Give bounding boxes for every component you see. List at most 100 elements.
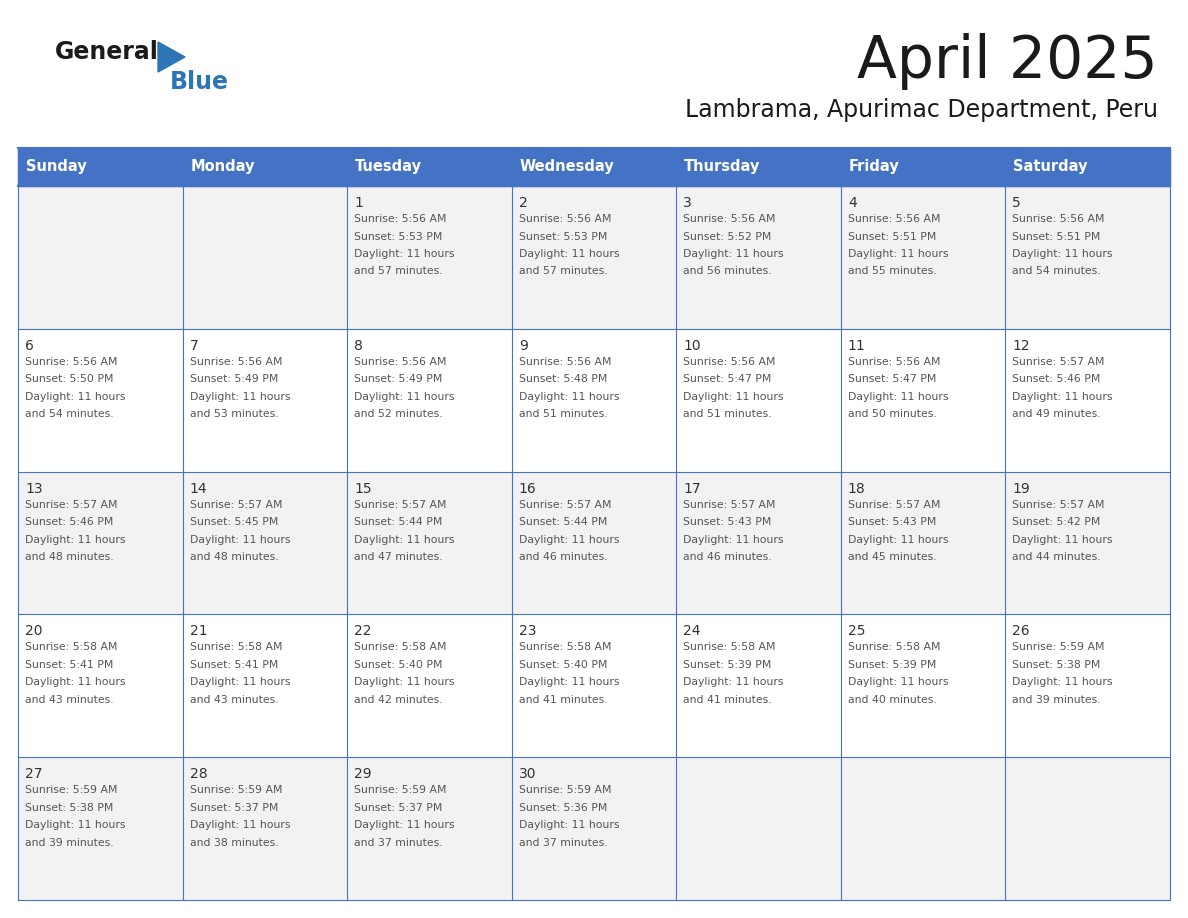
Text: Sunrise: 5:56 AM: Sunrise: 5:56 AM [848,357,941,367]
Text: Sunset: 5:52 PM: Sunset: 5:52 PM [683,231,772,241]
Bar [1005,186,1170,329]
Text: Sunrise: 5:57 AM: Sunrise: 5:57 AM [354,499,447,509]
Text: and 44 minutes.: and 44 minutes. [1012,552,1101,562]
Text: 22: 22 [354,624,372,638]
Text: Sunset: 5:49 PM: Sunset: 5:49 PM [354,375,442,385]
Text: Sunset: 5:38 PM: Sunset: 5:38 PM [1012,660,1101,670]
Text: Sunset: 5:51 PM: Sunset: 5:51 PM [848,231,936,241]
Text: 29: 29 [354,767,372,781]
Text: Daylight: 11 hours: Daylight: 11 hours [190,534,290,544]
Text: Sunset: 5:42 PM: Sunset: 5:42 PM [1012,517,1101,527]
Text: Daylight: 11 hours: Daylight: 11 hours [25,677,126,688]
Text: Daylight: 11 hours: Daylight: 11 hours [848,249,948,259]
Text: Blue: Blue [170,70,229,94]
Text: Sunset: 5:38 PM: Sunset: 5:38 PM [25,802,113,812]
Text: and 46 minutes.: and 46 minutes. [683,552,772,562]
Text: 16: 16 [519,482,537,496]
Bar [183,757,347,900]
Text: 8: 8 [354,339,364,353]
Text: Sunset: 5:40 PM: Sunset: 5:40 PM [519,660,607,670]
Text: Sunset: 5:53 PM: Sunset: 5:53 PM [354,231,442,241]
Text: Daylight: 11 hours: Daylight: 11 hours [354,249,455,259]
Bar [347,186,512,329]
Text: Daylight: 11 hours: Daylight: 11 hours [354,392,455,402]
Text: 11: 11 [848,339,866,353]
Bar [512,472,676,614]
Text: and 50 minutes.: and 50 minutes. [848,409,936,420]
Text: and 57 minutes.: and 57 minutes. [519,266,607,276]
Text: Sunrise: 5:59 AM: Sunrise: 5:59 AM [354,785,447,795]
Text: Sunset: 5:46 PM: Sunset: 5:46 PM [25,517,113,527]
Bar [676,329,841,472]
Bar [18,614,183,757]
Text: Sunrise: 5:56 AM: Sunrise: 5:56 AM [519,357,611,367]
Text: Sunset: 5:48 PM: Sunset: 5:48 PM [519,375,607,385]
Text: Sunset: 5:47 PM: Sunset: 5:47 PM [683,375,772,385]
Bar [841,186,1005,329]
Text: Sunrise: 5:56 AM: Sunrise: 5:56 AM [25,357,118,367]
Text: Sunrise: 5:58 AM: Sunrise: 5:58 AM [25,643,118,653]
Bar [676,148,841,186]
Polygon shape [158,42,185,72]
Text: Sunset: 5:45 PM: Sunset: 5:45 PM [190,517,278,527]
Text: and 42 minutes.: and 42 minutes. [354,695,443,705]
Text: Sunset: 5:36 PM: Sunset: 5:36 PM [519,802,607,812]
Text: Sunrise: 5:57 AM: Sunrise: 5:57 AM [190,499,282,509]
Text: April 2025: April 2025 [858,33,1158,91]
Text: 28: 28 [190,767,207,781]
Text: and 51 minutes.: and 51 minutes. [683,409,772,420]
Bar [512,614,676,757]
Text: Saturday: Saturday [1013,160,1088,174]
Text: Sunset: 5:44 PM: Sunset: 5:44 PM [519,517,607,527]
Text: Tuesday: Tuesday [355,160,422,174]
Text: and 49 minutes.: and 49 minutes. [1012,409,1101,420]
Text: Daylight: 11 hours: Daylight: 11 hours [354,820,455,830]
Text: Sunrise: 5:56 AM: Sunrise: 5:56 AM [683,214,776,224]
Bar [347,329,512,472]
Text: and 45 minutes.: and 45 minutes. [848,552,936,562]
Text: and 46 minutes.: and 46 minutes. [519,552,607,562]
Text: Sunrise: 5:56 AM: Sunrise: 5:56 AM [519,214,611,224]
Text: Daylight: 11 hours: Daylight: 11 hours [1012,249,1113,259]
Text: and 54 minutes.: and 54 minutes. [25,409,114,420]
Text: Sunset: 5:46 PM: Sunset: 5:46 PM [1012,375,1101,385]
Text: Sunset: 5:41 PM: Sunset: 5:41 PM [190,660,278,670]
Text: 10: 10 [683,339,701,353]
Text: Sunrise: 5:59 AM: Sunrise: 5:59 AM [25,785,118,795]
Text: Sunrise: 5:58 AM: Sunrise: 5:58 AM [683,643,776,653]
Bar [183,329,347,472]
Bar [512,148,676,186]
Text: and 55 minutes.: and 55 minutes. [848,266,936,276]
Text: Sunset: 5:53 PM: Sunset: 5:53 PM [519,231,607,241]
Bar [1005,472,1170,614]
Text: Sunset: 5:37 PM: Sunset: 5:37 PM [354,802,442,812]
Text: Daylight: 11 hours: Daylight: 11 hours [519,677,619,688]
Bar [676,614,841,757]
Text: Daylight: 11 hours: Daylight: 11 hours [190,820,290,830]
Text: Sunrise: 5:58 AM: Sunrise: 5:58 AM [519,643,611,653]
Text: and 43 minutes.: and 43 minutes. [190,695,278,705]
Text: and 48 minutes.: and 48 minutes. [25,552,114,562]
Text: Sunset: 5:50 PM: Sunset: 5:50 PM [25,375,114,385]
Text: Daylight: 11 hours: Daylight: 11 hours [519,820,619,830]
Text: 17: 17 [683,482,701,496]
Text: and 43 minutes.: and 43 minutes. [25,695,114,705]
Bar [18,472,183,614]
Text: Sunrise: 5:59 AM: Sunrise: 5:59 AM [1012,643,1105,653]
Bar [347,472,512,614]
Text: Daylight: 11 hours: Daylight: 11 hours [25,392,126,402]
Text: Sunset: 5:37 PM: Sunset: 5:37 PM [190,802,278,812]
Bar [841,757,1005,900]
Text: Sunset: 5:49 PM: Sunset: 5:49 PM [190,375,278,385]
Text: General: General [55,40,159,64]
Bar [1005,329,1170,472]
Bar [183,472,347,614]
Text: 6: 6 [25,339,34,353]
Bar [676,757,841,900]
Text: Sunrise: 5:58 AM: Sunrise: 5:58 AM [848,643,941,653]
Text: Sunday: Sunday [26,160,87,174]
Text: Daylight: 11 hours: Daylight: 11 hours [683,677,784,688]
Text: Sunset: 5:44 PM: Sunset: 5:44 PM [354,517,442,527]
Text: Sunrise: 5:56 AM: Sunrise: 5:56 AM [354,214,447,224]
Text: Daylight: 11 hours: Daylight: 11 hours [683,534,784,544]
